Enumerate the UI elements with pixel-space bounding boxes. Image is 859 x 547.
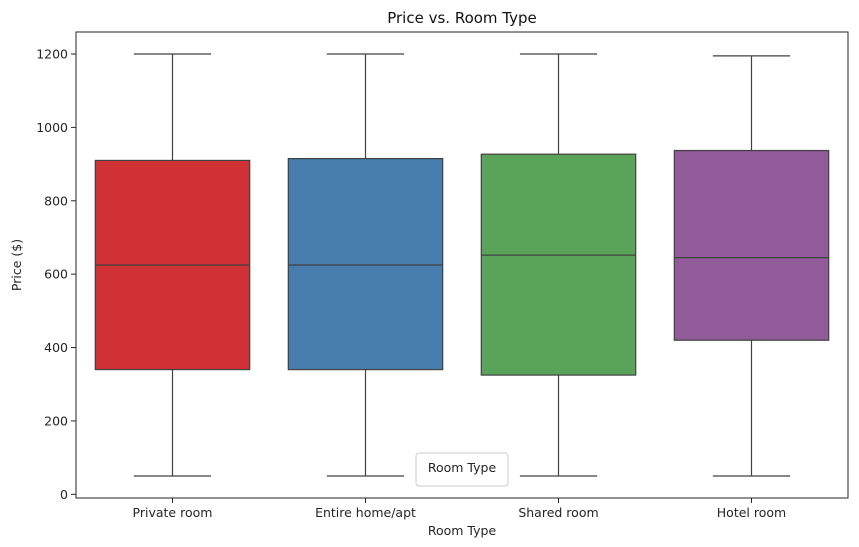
y-axis-label: Price ($): [9, 239, 24, 291]
iqr-box: [480, 153, 637, 376]
legend-title: Room Type: [428, 460, 497, 475]
iqr-box: [287, 157, 444, 371]
box-2: [287, 53, 444, 477]
x-tick-label: Entire home/apt: [315, 505, 416, 520]
box-3: [480, 53, 637, 477]
boxes-layer: [94, 53, 830, 477]
y-tick-label: 200: [44, 413, 68, 428]
y-tick-label: 1200: [36, 47, 68, 62]
legend-box: [415, 452, 509, 487]
iqr-box: [673, 149, 830, 341]
y-tick-label: 0: [60, 487, 68, 502]
chart-title: Price vs. Room Type: [387, 9, 537, 27]
y-tick-label: 600: [44, 267, 68, 282]
x-tick-label: Hotel room: [717, 505, 786, 520]
y-axis: 0 200 400 600 800 1000 1200: [36, 47, 76, 502]
y-tick-label: 800: [44, 193, 68, 208]
y-tick-label: 1000: [36, 120, 68, 135]
x-tick-label: Private room: [133, 505, 213, 520]
box-1: [94, 53, 251, 477]
x-axis-label: Room Type: [428, 523, 497, 538]
plot-frame: [75, 31, 849, 499]
legend: Room Type: [415, 452, 509, 487]
x-axis: Private room Entire home/apt Shared room Ho…: [133, 498, 786, 520]
x-tick-label: Shared room: [518, 505, 598, 520]
y-tick-label: 400: [44, 340, 68, 355]
box-4: [673, 55, 830, 477]
